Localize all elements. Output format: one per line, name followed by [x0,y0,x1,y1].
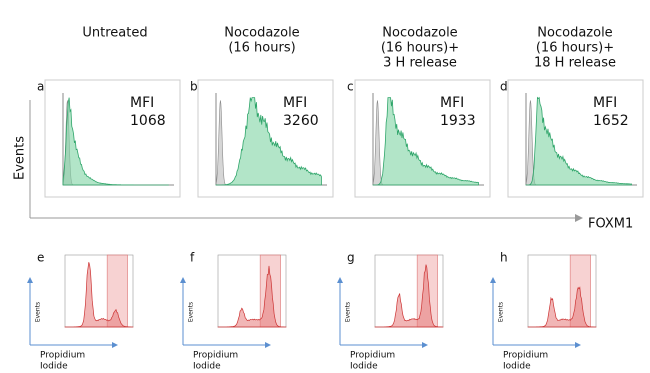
foxm1-histogram [525,96,632,186]
bottom-x-label: Propidium [40,351,85,361]
bottom-x-label: Propidium [503,351,548,361]
x-axis-label: FOXM1 [588,217,633,232]
mfi-value: 1933 [440,113,476,129]
column-title: (16 hours)+ [536,41,614,56]
pi-arrow [112,342,118,348]
bottom-x-label: Propidium [193,351,238,361]
panel-letter: a [37,80,44,94]
mfi-label: MFI [593,95,617,111]
x-axis-arrow [575,214,583,222]
bottom-letter: e [37,251,44,265]
y-axis-label: Events [13,136,28,180]
bottom-y-label: Events [188,302,195,322]
bottom-x-label: Iodide [40,362,68,372]
pi-arrow [422,342,428,348]
bottom-x-label: Iodide [193,362,221,372]
panel-letter: b [190,80,198,94]
column-title: 18 H release [534,56,616,71]
events-arrow [337,277,343,283]
panel-letter: c [347,80,354,94]
bottom-y-label: Events [498,302,505,322]
column-title: Untreated [82,26,147,41]
mfi-label: MFI [130,95,154,111]
column-title: Nocodazole [537,26,612,41]
bottom-y-label: Events [35,302,42,322]
mfi-value: 1068 [130,113,166,129]
column-title: (16 hours) [228,41,295,56]
mfi-value: 1652 [593,113,629,129]
mfi-value: 3260 [283,113,319,129]
panel-letter: d [500,80,508,94]
pi-histogram [64,262,134,328]
events-arrow [490,277,496,283]
foxm1-histogram [62,97,169,186]
pi-histogram [217,265,287,328]
pi-arrow [575,342,581,348]
events-arrow [180,277,186,283]
column-title: (16 hours)+ [381,41,459,56]
column-title: Nocodazole [382,26,457,41]
bottom-x-label: Iodide [350,362,378,372]
foxm1-histogram [215,97,322,186]
bottom-x-label: Propidium [350,351,395,361]
pi-histogram [374,264,444,328]
mfi-label: MFI [283,95,307,111]
foxm1-histogram [372,97,479,186]
bottom-y-label: Events [345,302,352,322]
bottom-letter: h [500,251,508,265]
column-title: Nocodazole [224,26,299,41]
bottom-letter: g [347,251,355,265]
column-title: 3 H release [383,56,457,71]
pi-histogram [527,286,597,328]
bottom-letter: f [190,251,195,265]
events-arrow [27,277,33,283]
bottom-x-label: Iodide [503,362,531,372]
pi-arrow [265,342,271,348]
mfi-label: MFI [440,95,464,111]
